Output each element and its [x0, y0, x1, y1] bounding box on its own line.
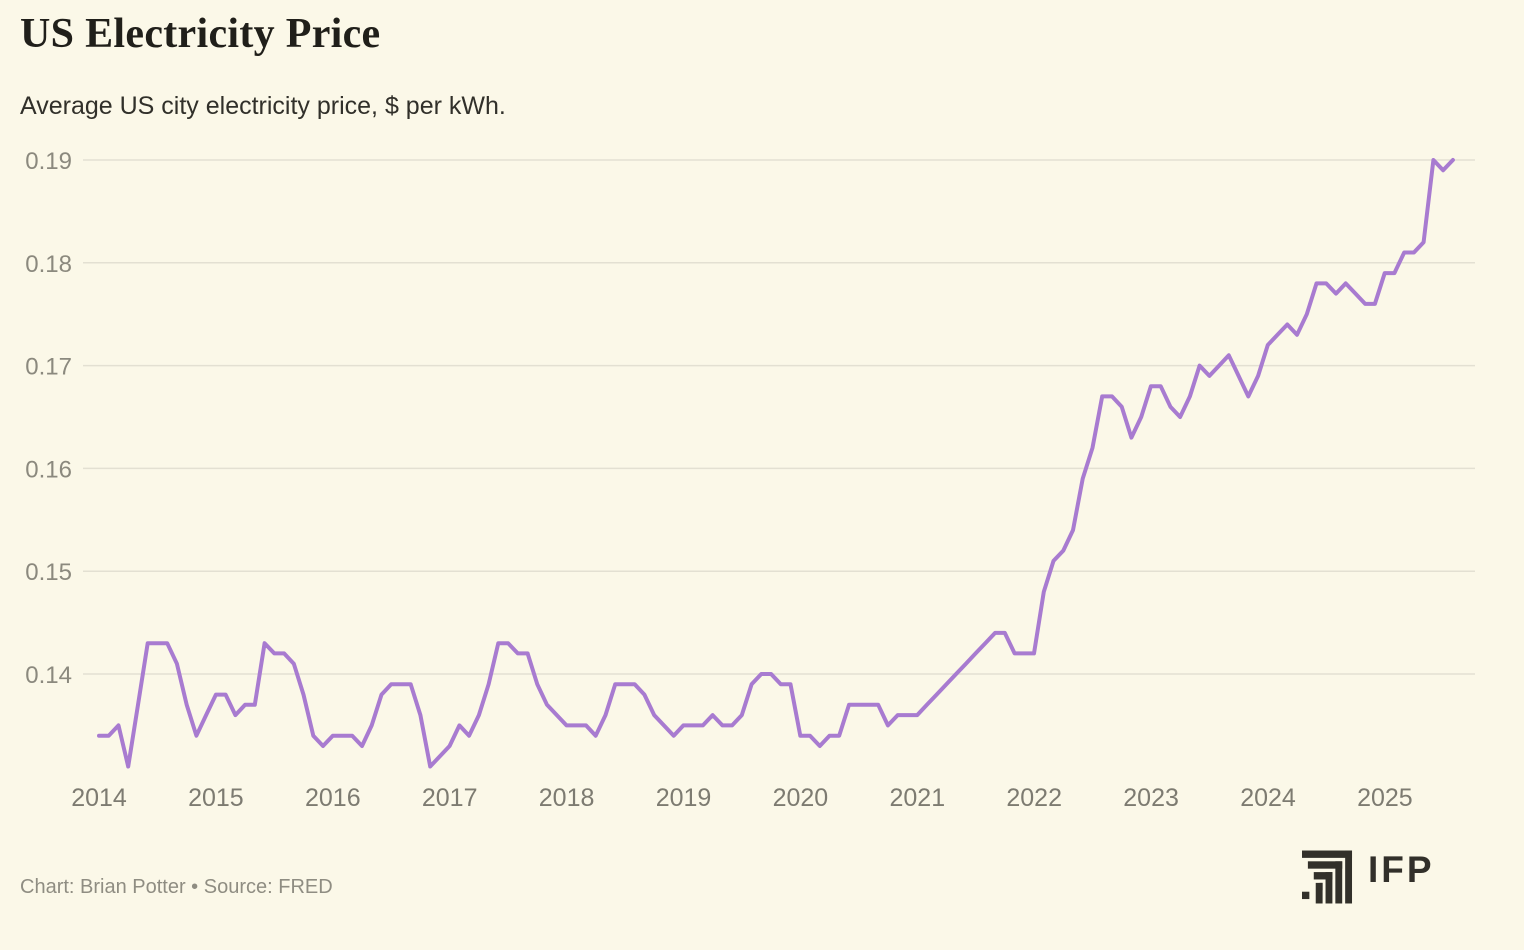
line-chart: 0.19 0.18 0.17 0.16 0.15 0.14 2014 2015 …	[25, 148, 1475, 812]
gridlines	[83, 159, 1475, 675]
x-axis-labels: 2014 2015 2016 2017 2018 2019 2020 2021 …	[71, 784, 1413, 812]
x-tick-label: 2020	[773, 784, 829, 812]
x-tick-label: 2019	[656, 784, 712, 812]
y-tick-label: 0.16	[25, 456, 72, 483]
y-tick-label: 0.14	[25, 662, 72, 689]
y-tick-label: 0.17	[25, 354, 72, 381]
y-axis-labels: 0.19 0.18 0.17 0.16 0.15 0.14	[25, 148, 72, 689]
x-tick-label: 2016	[305, 784, 361, 812]
ifp-logo-icon	[1302, 850, 1353, 904]
x-tick-label: 2018	[539, 784, 595, 812]
y-tick-label: 0.18	[25, 251, 72, 278]
y-tick-label: 0.15	[25, 559, 72, 586]
ifp-logo: IFP	[1302, 850, 1435, 904]
y-tick-label: 0.19	[25, 148, 72, 175]
x-tick-label: 2014	[71, 784, 127, 812]
x-tick-label: 2022	[1006, 784, 1062, 812]
x-tick-label: 2015	[188, 784, 244, 812]
ifp-logo-text: IFP	[1368, 849, 1435, 890]
x-tick-label: 2021	[889, 784, 945, 812]
x-tick-label: 2023	[1123, 784, 1179, 812]
page-title: US Electricity Price	[20, 11, 381, 57]
price-series-line	[97, 158, 1455, 769]
chart-credit: Chart: Brian Potter • Source: FRED	[20, 876, 333, 898]
x-tick-label: 2025	[1357, 784, 1413, 812]
x-tick-label: 2017	[422, 784, 478, 812]
x-tick-label: 2024	[1240, 784, 1296, 812]
chart-subtitle: Average US city electricity price, $ per…	[20, 92, 506, 120]
